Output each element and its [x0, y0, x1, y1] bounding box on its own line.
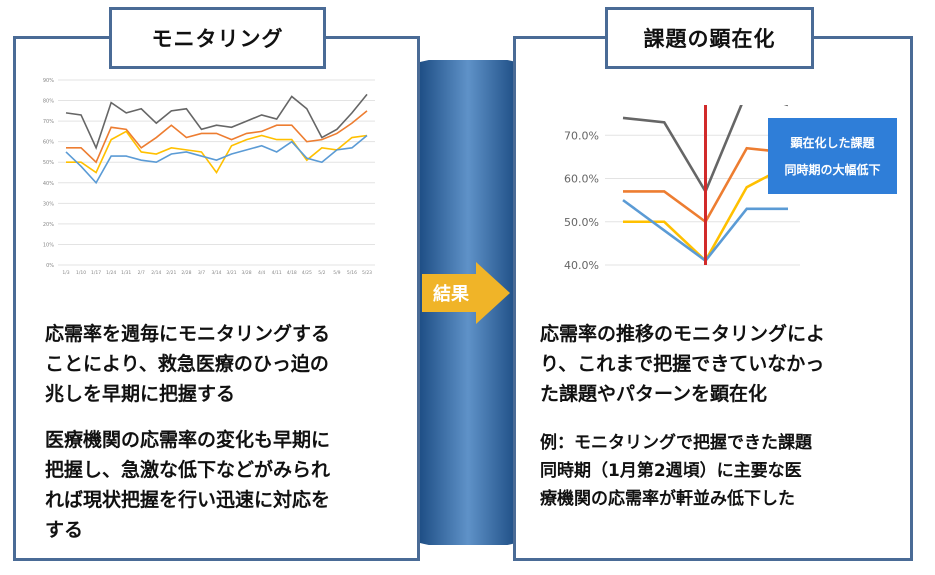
- y-tick-label: 70.0%: [564, 129, 599, 142]
- text-line: 療機関の応需率が軒並み低下した: [540, 489, 795, 509]
- series-line: [66, 130, 368, 174]
- text-line: 同時期（1月第2週頃）に主要な医: [540, 461, 802, 481]
- y-tick-label: 50%: [43, 160, 54, 166]
- x-tick-label: 1/10: [76, 270, 86, 276]
- monitoring-description: 応需率を週毎にモニタリングする ことにより、救急医療のひっ迫の 兆しを早期に把握…: [45, 319, 330, 409]
- result-arrow-icon: [422, 262, 510, 324]
- text-line: 応需率の推移のモニタリングによ: [540, 323, 826, 345]
- text-line: り、これまで把握できていなかっ: [540, 353, 825, 375]
- x-tick-label: 1/3: [62, 270, 69, 276]
- series-line: [66, 110, 368, 164]
- y-tick-label: 0%: [46, 263, 54, 269]
- result-label: 結果: [433, 284, 469, 305]
- x-tick-label: 1/31: [121, 270, 131, 276]
- text-line: 例：モニタリングで把握できた課題: [540, 433, 812, 453]
- text-line: 応需率を週毎にモニタリングする: [45, 323, 331, 345]
- y-tick-label: 60.0%: [564, 173, 599, 186]
- y-tick-label: 20%: [43, 222, 54, 228]
- issue-example: 例：モニタリングで把握できた課題 同時期（1月第2週頃）に主要な医 療機関の応需…: [540, 429, 812, 513]
- text-line: れば現状把握を行い迅速に対応を: [45, 489, 331, 511]
- text-line: 把握し、急激な低下などがみられ: [45, 459, 331, 481]
- y-tick-label: 40.0%: [564, 259, 599, 272]
- text-line: た課題やパターンを顕在化: [540, 383, 768, 405]
- x-tick-label: 3/28: [242, 270, 252, 276]
- x-tick-label: 5/2: [318, 270, 325, 276]
- x-tick-label: 4/18: [287, 270, 297, 276]
- y-tick-label: 50.0%: [564, 216, 599, 229]
- y-tick-label: 80%: [43, 99, 54, 105]
- monitoring-action: 医療機関の応需率の変化も早期に 把握し、急激な低下などがみられ れば現状把握を行…: [45, 425, 330, 545]
- callout-line: 顕在化した課題: [790, 136, 875, 150]
- monitoring-title: モニタリング: [109, 7, 326, 69]
- weekly-response-rate-chart: 0% 10% 20% 30% 40% 50% 60% 70% 80% 90% 1/3 1/10 1/17…: [43, 78, 375, 276]
- y-tick-label: 30%: [43, 201, 54, 207]
- x-tick-label: 2/14: [151, 270, 161, 276]
- x-tick-label: 2/28: [181, 270, 191, 276]
- x-tick-label: 2/21: [166, 270, 176, 276]
- y-tick-label: 10%: [43, 242, 54, 248]
- y-tick-label: 90%: [43, 78, 54, 84]
- text-line: ことにより、救急医療のひっ迫の: [45, 353, 329, 375]
- y-tick-label: 60%: [43, 140, 54, 146]
- callout-line: 同時期の大幅低下: [784, 163, 881, 177]
- y-tick-label: 40%: [43, 181, 54, 187]
- x-tick-label: 5/16: [347, 270, 357, 276]
- x-tick-label: 2/7: [138, 270, 145, 276]
- text-line: 兆しを早期に把握する: [45, 383, 236, 405]
- text-line: 医療機関の応需率の変化も早期に: [45, 429, 331, 451]
- series-line: [65, 93, 368, 151]
- zoomed-response-rate-chart: 40.0% 50.0% 60.0% 70.0%: [564, 105, 800, 272]
- x-tick-label: 1/17: [91, 270, 101, 276]
- issue-callout: 顕在化した課題 同時期の大幅低下: [768, 118, 897, 194]
- x-tick-label: 5/9: [333, 270, 340, 276]
- x-tick-label: 4/11: [272, 270, 282, 276]
- x-tick-label: 3/21: [226, 270, 236, 276]
- x-tick-label: 4/25: [302, 270, 312, 276]
- x-tick-label: 3/14: [211, 270, 221, 276]
- issue-description: 応需率の推移のモニタリングによ り、これまで把握できていなかっ た課題やパターン…: [540, 319, 825, 409]
- x-tick-label: 1/24: [106, 270, 116, 276]
- x-tick-label: 3/7: [198, 270, 205, 276]
- text-line: する: [45, 519, 84, 541]
- series-line: [65, 134, 368, 185]
- x-tick-label: 4/4: [258, 270, 265, 276]
- issue-visualization-title: 課題の顕在化: [605, 7, 814, 69]
- x-tick-label: 5/23: [362, 270, 372, 276]
- y-tick-label: 70%: [43, 119, 54, 125]
